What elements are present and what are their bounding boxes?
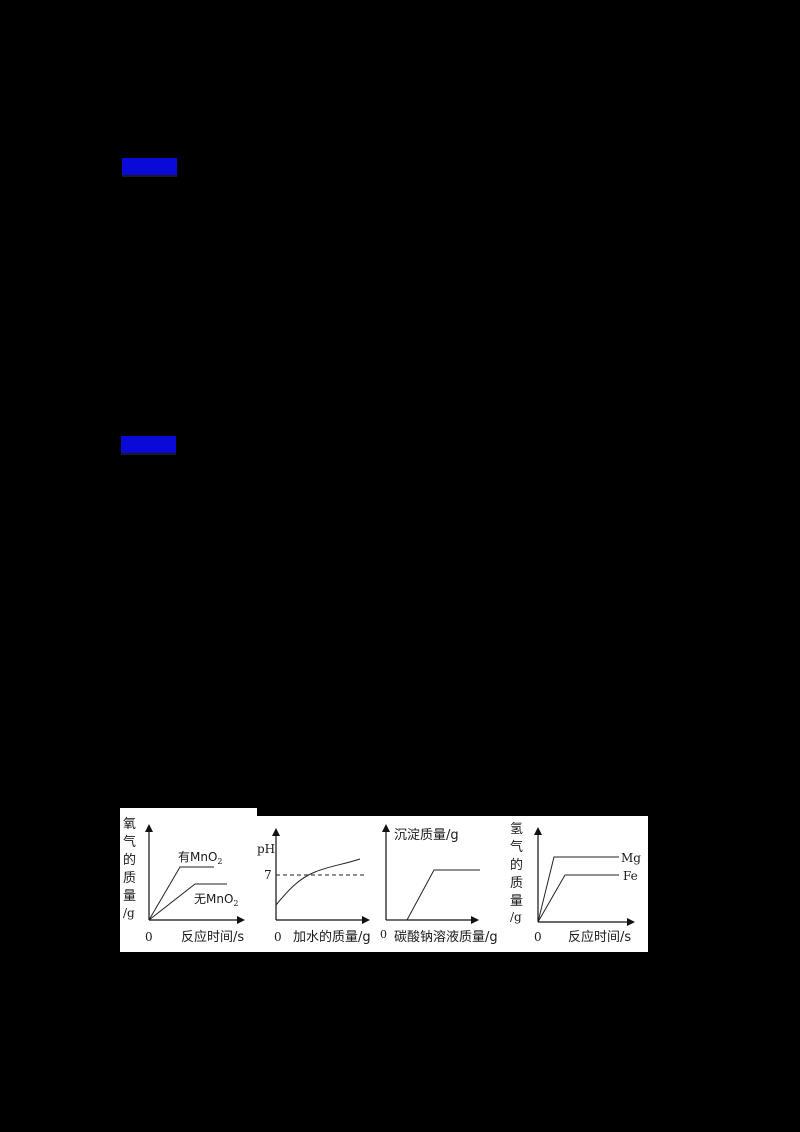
legend-without-mno2: 无MnO2 — [194, 892, 239, 908]
ylabel-char: 氧 — [123, 817, 136, 832]
ylabel-char: 量 — [510, 894, 523, 909]
ylabel-char: 质 — [510, 876, 523, 891]
ylabel-char: 质 — [123, 871, 136, 886]
figure-background-left — [120, 808, 257, 952]
x-axis-label: 加水的质量/g — [293, 929, 371, 945]
origin-label: 0 — [534, 930, 542, 944]
ylabel-char: 的 — [123, 852, 136, 868]
precipitate-line — [386, 869, 480, 921]
ylabel-char: 氢 — [510, 822, 523, 837]
chart-hydrogen-mg-fe: 氢 气 的 质 量 /g 0 反应时间/s Mg Fe — [510, 822, 641, 945]
line-without-mno2 — [148, 883, 227, 921]
section-tag-solution: 【解答】 — [121, 436, 176, 455]
line-fe — [537, 874, 619, 923]
x-axis-label: 反应时间/s — [568, 929, 631, 945]
figure-background-right — [256, 816, 648, 952]
origin-label: 0 — [145, 930, 153, 944]
section-tag-analysis: 【分析】 — [122, 158, 177, 177]
chart-precipitate: 沉淀质量/g 0 碳酸钠溶液质量/g — [380, 824, 498, 945]
x-axis-label: 反应时间/s — [181, 929, 244, 945]
ylabel-char: 气 — [123, 834, 136, 850]
ylabel-unit: /g — [510, 910, 522, 924]
chart-oxygen-mnO2: 氧 气 的 质 量 /g 0 反应时间/s 有MnO2 无MnO2 — [123, 817, 245, 945]
line-with-mno2 — [148, 866, 214, 921]
x-axis-label: 碳酸钠溶液质量/g — [394, 930, 498, 945]
y-axis-label: 沉淀质量/g — [394, 828, 459, 843]
ylabel-char: 气 — [510, 839, 523, 855]
legend-mg: Mg — [621, 851, 641, 865]
origin-label: 0 — [274, 930, 282, 944]
chart-ph-dilution: pH 7 0 加水的质量/g — [257, 828, 371, 945]
y-axis-label: pH — [257, 842, 275, 856]
line-mg — [537, 856, 619, 923]
ph-curve — [275, 858, 361, 906]
origin-label: 0 — [380, 928, 387, 941]
legend-with-mno2: 有MnO2 — [178, 850, 223, 866]
legend-fe: Fe — [623, 869, 638, 883]
ylabel-unit: /g — [123, 906, 135, 920]
ylabel-char: 的 — [510, 857, 523, 873]
ylabel-char: 量 — [123, 889, 136, 904]
ph7-tick-label: 7 — [264, 868, 272, 882]
